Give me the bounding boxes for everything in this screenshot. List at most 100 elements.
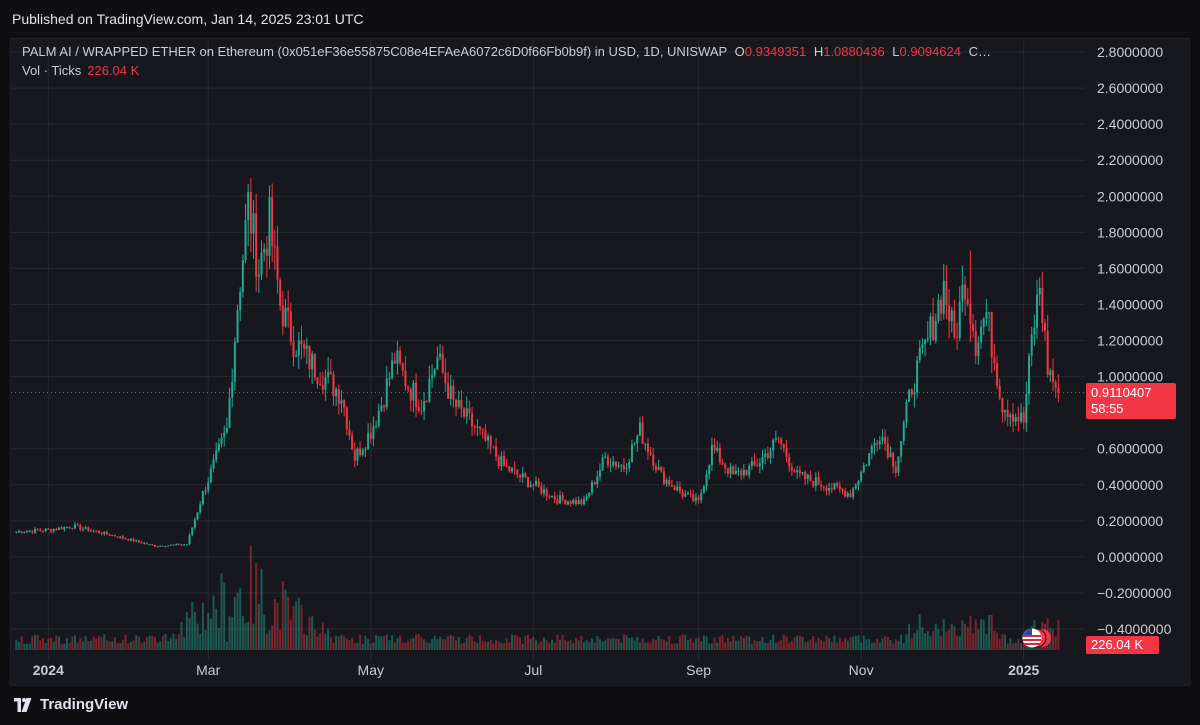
volume-bar <box>614 638 617 650</box>
volume-bar <box>444 639 447 650</box>
candle-body <box>758 463 761 467</box>
volume-bar <box>489 639 492 650</box>
volume-bar <box>132 640 135 650</box>
low-label: L <box>892 44 900 59</box>
candle-body <box>425 401 428 403</box>
volume-bar <box>785 636 788 650</box>
volume-bar <box>124 634 127 650</box>
candle-body <box>937 299 940 321</box>
footer-bar <box>0 686 1200 725</box>
volume-bar <box>710 643 713 650</box>
volume-bar <box>1057 619 1060 650</box>
candle-body <box>894 466 897 473</box>
volume-bar <box>801 636 804 650</box>
volume-bar <box>375 635 378 650</box>
volume-bar <box>868 639 871 650</box>
candle-body <box>662 471 665 484</box>
candle-body <box>876 442 879 445</box>
volume-bar <box>846 640 849 650</box>
volume-bar <box>39 640 42 650</box>
volume-bar <box>828 637 831 650</box>
candle-body <box>812 480 815 487</box>
volume-bar <box>81 641 84 650</box>
candle-body <box>292 341 295 357</box>
y-tick-label: 1.0000000 <box>1097 369 1163 385</box>
candle-body <box>207 482 210 491</box>
volume-bar <box>457 636 460 650</box>
volume-bar <box>161 636 164 650</box>
candle-body <box>255 213 258 277</box>
candle-body <box>337 389 340 404</box>
candle-body <box>708 465 711 475</box>
volume-bar <box>231 616 234 650</box>
volume-bar <box>148 636 151 650</box>
volume-bar <box>468 634 471 650</box>
candle-body <box>313 353 316 378</box>
volume-bar <box>396 638 399 650</box>
candle-body <box>201 491 204 505</box>
candle-body <box>1006 409 1009 418</box>
volume-bar <box>343 636 346 650</box>
candle-body <box>385 378 388 408</box>
volume-bar <box>841 641 844 650</box>
volume-bar <box>673 643 676 650</box>
volume-bar <box>822 641 825 650</box>
candle-body <box>521 473 524 478</box>
volume-bar <box>969 615 972 650</box>
candle-body <box>439 353 442 358</box>
chart-pane[interactable] <box>10 38 1190 686</box>
volume-bar <box>798 635 801 650</box>
candle-body <box>572 499 575 504</box>
volume-bar <box>1006 643 1009 650</box>
candle-body <box>556 499 559 504</box>
volume-bar <box>878 642 881 650</box>
volume-bar <box>79 638 82 650</box>
candle-body <box>713 444 716 451</box>
volume-bar <box>289 619 292 650</box>
volume-bar <box>1052 629 1055 650</box>
volume-bar <box>121 639 124 650</box>
volume-bar <box>20 636 23 650</box>
volume-bar <box>537 643 540 650</box>
volume-bar <box>399 635 402 650</box>
candle-body <box>460 400 463 409</box>
candle-body <box>686 493 689 495</box>
volume-bar <box>862 635 865 650</box>
volume-bar <box>223 582 226 650</box>
symbol-legend[interactable]: PALM AI / WRAPPED ETHER on Ethereum (0x0… <box>22 44 1082 59</box>
volume-bar <box>239 587 242 650</box>
candle-body <box>718 447 721 463</box>
candle-body <box>433 369 436 376</box>
volume-bar <box>196 623 199 650</box>
candle-body <box>625 467 628 470</box>
volume-bar <box>524 636 527 650</box>
candle-body <box>447 383 450 399</box>
tradingview-brand[interactable]: TradingView <box>12 696 128 713</box>
candle-body <box>391 360 394 378</box>
candle-body <box>1028 355 1031 395</box>
volume-legend[interactable]: Vol · Ticks 226.04 K <box>22 63 139 78</box>
candle-body <box>977 342 980 356</box>
volume-bar <box>758 640 761 650</box>
y-tick-label: 2.0000000 <box>1097 188 1163 204</box>
volume-bar <box>590 638 593 650</box>
us-flag-icon[interactable] <box>1020 626 1054 650</box>
candle-body <box>580 499 583 505</box>
volume-bar <box>353 643 356 650</box>
candle-body <box>108 534 111 536</box>
volume-bar <box>630 637 633 650</box>
volume-bar <box>993 630 996 650</box>
volume-bar <box>940 636 943 650</box>
volume-bar <box>748 636 751 650</box>
candle-body <box>487 436 490 441</box>
volume-bar <box>1012 643 1015 650</box>
volume-bar <box>508 642 511 650</box>
last-price-tag: 0.9110407 58:55 <box>1086 383 1176 419</box>
candle-body <box>233 342 236 382</box>
volume-bar <box>449 635 452 650</box>
candle-body <box>327 371 330 378</box>
volume-bar <box>185 612 188 650</box>
volume-bar <box>793 637 796 650</box>
volume-bar <box>705 636 708 650</box>
